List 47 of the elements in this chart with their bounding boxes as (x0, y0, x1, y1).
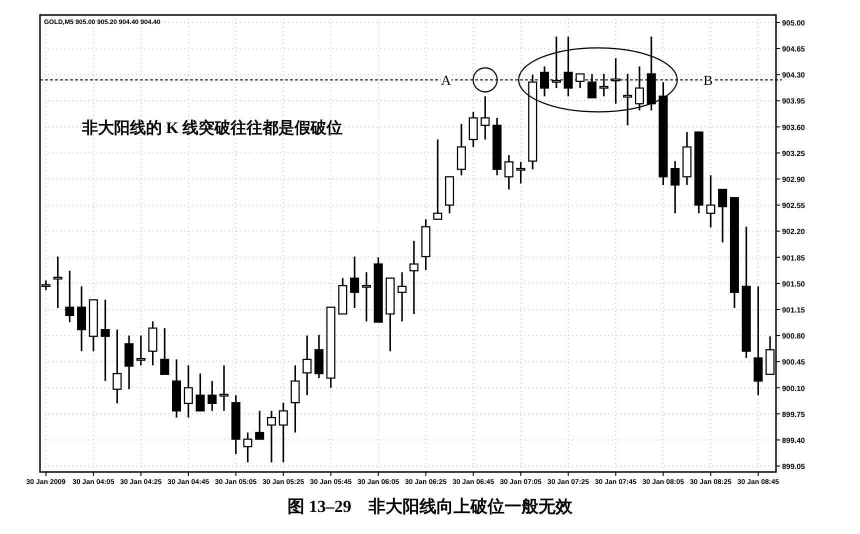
candlestick (314, 334, 324, 379)
candlestick (611, 57, 620, 105)
candlestick (100, 298, 110, 382)
candlestick (136, 334, 146, 366)
candlestick (456, 123, 466, 176)
candlestick (65, 270, 74, 323)
candlestick (278, 402, 288, 464)
candlestick (754, 286, 763, 396)
candlestick (504, 154, 514, 190)
candlestick (576, 73, 585, 89)
candlestick (564, 36, 573, 98)
candlestick (587, 73, 597, 99)
candlestick (124, 334, 134, 390)
candlestick (148, 320, 158, 366)
candlestick (290, 364, 300, 434)
candlestick (112, 328, 122, 404)
candlestick (243, 432, 252, 464)
candlestick (552, 36, 561, 89)
annotation: 非大阳线的 K 线突破往往都是假破位 (82, 120, 342, 137)
candlestick (398, 271, 407, 322)
title: 图 13–29 非大阳线向上破位一般无效 (288, 497, 572, 516)
annotation: B (703, 74, 713, 89)
candlestick (255, 410, 264, 440)
candlestick (634, 66, 644, 112)
candlestick (350, 256, 360, 309)
candlestick (53, 256, 62, 309)
candlestick (480, 95, 490, 140)
candlestick (599, 73, 608, 98)
candlestick (409, 240, 418, 315)
candlestick (362, 271, 371, 322)
candlestick (718, 188, 728, 244)
candlestick (540, 66, 550, 98)
candlestick (433, 138, 442, 220)
candlestick (706, 174, 716, 228)
candlestick (623, 73, 632, 126)
annotation: A (440, 74, 452, 89)
candlestick (77, 286, 86, 352)
candlestick (196, 372, 205, 412)
candlestick (468, 111, 478, 148)
candlestick (219, 364, 229, 412)
candlestick (184, 364, 193, 418)
candlestick (302, 334, 312, 396)
candlestick (670, 160, 680, 214)
candlestick (208, 380, 217, 412)
candlestick (160, 327, 170, 376)
candlestick (516, 161, 526, 184)
candlestick (266, 410, 276, 464)
